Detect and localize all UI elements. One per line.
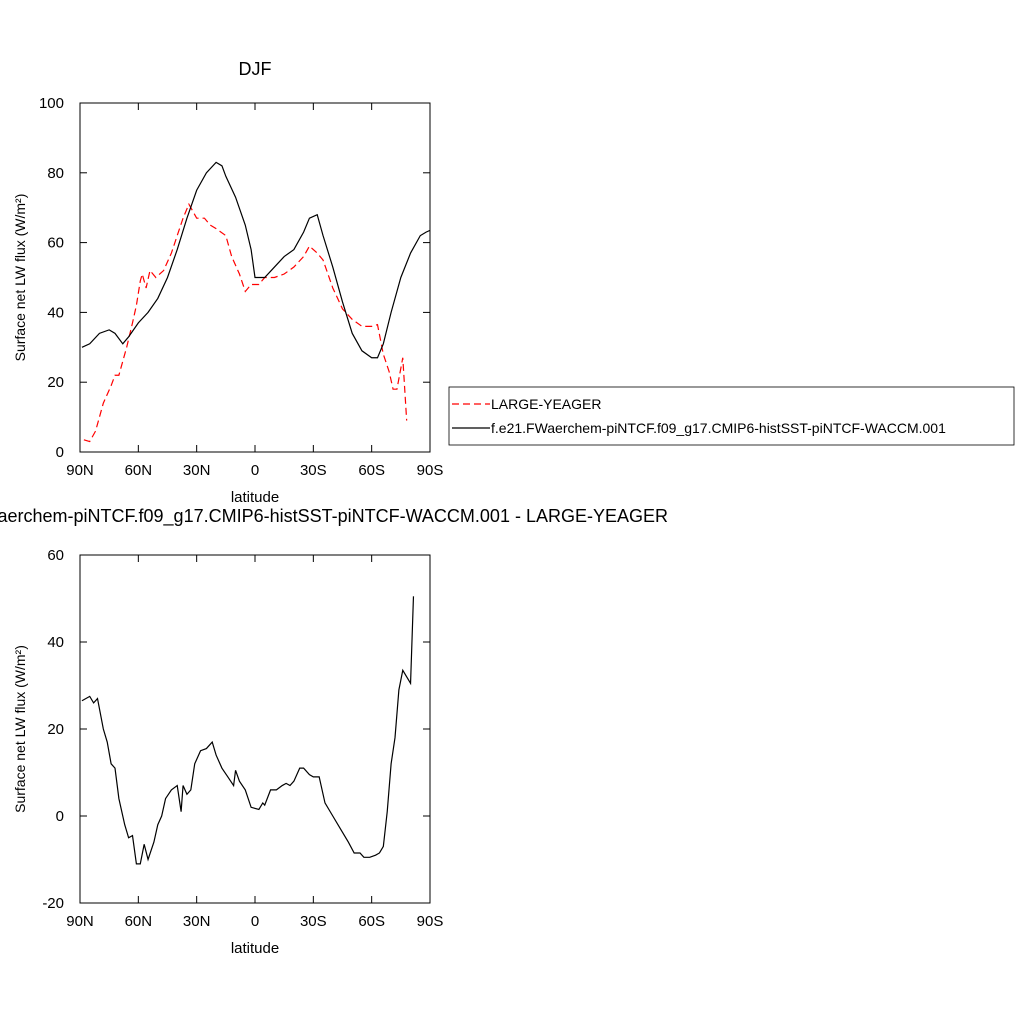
y-tick-label: 20	[47, 721, 64, 738]
x-tick-label: 0	[251, 462, 259, 479]
x-tick-label: 30S	[300, 462, 327, 479]
x-tick-label: 30N	[183, 913, 211, 930]
y-tick-label: 0	[56, 444, 64, 461]
x-tick-label: 90N	[66, 462, 94, 479]
x-tick-label: 60S	[358, 462, 385, 479]
x-tick-label: 90N	[66, 913, 94, 930]
legend-label: LARGE-YEAGER	[491, 396, 601, 412]
x-tick-label: 30N	[183, 462, 211, 479]
y-tick-label: 0	[56, 808, 64, 825]
legend-box	[448, 386, 1015, 446]
y-tick-label: -20	[42, 895, 64, 912]
x-axis-label: latitude	[231, 489, 279, 506]
y-tick-label: 40	[47, 304, 64, 321]
x-tick-label: 90S	[417, 462, 444, 479]
x-tick-label: 30S	[300, 913, 327, 930]
y-tick-label: 60	[47, 547, 64, 564]
data-line	[83, 202, 408, 443]
plot-frame	[79, 554, 431, 904]
chart-title: f.e21.FWaerchem-piNTCF.f09_g17.CMIP6-his…	[0, 506, 668, 527]
y-tick-label: 80	[47, 165, 64, 182]
legend-label: f.e21.FWaerchem-piNTCF.f09_g17.CMIP6-his…	[491, 420, 946, 436]
y-tick-label: 100	[39, 95, 64, 112]
x-tick-label: 60N	[125, 913, 153, 930]
x-axis-label: latitude	[231, 940, 279, 957]
data-line	[81, 596, 415, 865]
y-tick-label: 20	[47, 374, 64, 391]
y-tick-label: 40	[47, 634, 64, 651]
data-line	[81, 161, 431, 359]
x-tick-label: 0	[251, 913, 259, 930]
y-axis-label: Surface net LW flux (W/m²)	[12, 194, 28, 362]
y-axis-label: Surface net LW flux (W/m²)	[12, 645, 28, 813]
chart-title: DJF	[239, 59, 272, 79]
x-tick-label: 60N	[125, 462, 153, 479]
x-tick-label: 90S	[417, 913, 444, 930]
x-tick-label: 60S	[358, 913, 385, 930]
y-tick-label: 60	[47, 235, 64, 252]
